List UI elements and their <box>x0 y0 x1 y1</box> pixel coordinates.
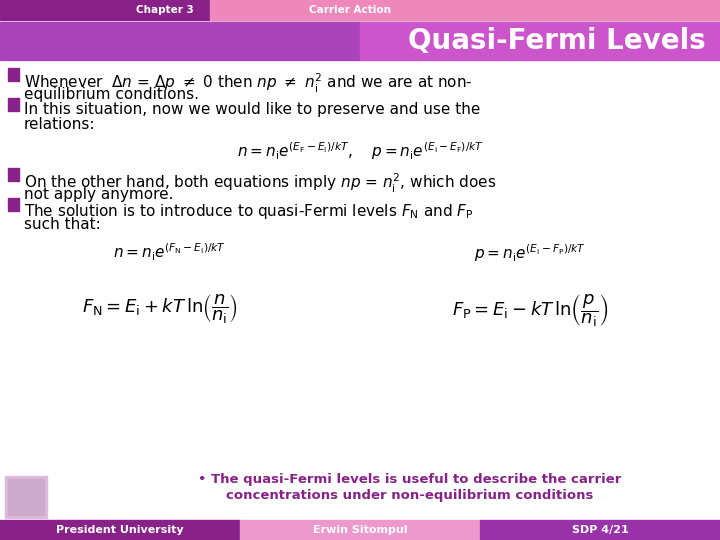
Text: $F_{\rm N} = E_{\rm i} + kT\,\ln\!\left(\dfrac{n}{n_{\rm i}}\right)$: $F_{\rm N} = E_{\rm i} + kT\,\ln\!\left(… <box>82 292 238 325</box>
Bar <box>0 0 720 20</box>
Text: Carrier Action: Carrier Action <box>309 5 391 15</box>
Bar <box>210 0 720 20</box>
Bar <box>8 479 44 515</box>
Text: Chapter 3: Chapter 3 <box>136 5 194 15</box>
Bar <box>240 520 480 540</box>
Text: President University: President University <box>56 525 184 535</box>
Text: • The quasi-Fermi levels is useful to describe the carrier: • The quasi-Fermi levels is useful to de… <box>198 474 621 487</box>
Text: $n = n_{\rm i}e^{(E_{\rm F}-E_{\rm i})/kT}$,    $p = n_{\rm i}e^{(E_{\rm i}-E_{\: $n = n_{\rm i}e^{(E_{\rm F}-E_{\rm i})/k… <box>236 140 484 161</box>
Bar <box>480 520 720 540</box>
Bar <box>8 98 19 111</box>
Bar <box>8 198 19 211</box>
Bar <box>0 520 240 540</box>
Text: equilibrium conditions.: equilibrium conditions. <box>24 87 199 102</box>
Bar <box>8 68 19 81</box>
Text: $p = n_{\rm i}e^{(E_{\rm i}-F_{\rm P})/kT}$: $p = n_{\rm i}e^{(E_{\rm i}-F_{\rm P})/k… <box>474 242 586 264</box>
Text: $n = n_{\rm i}e^{(F_{\rm N}-E_{\rm i})/kT}$: $n = n_{\rm i}e^{(F_{\rm N}-E_{\rm i})/k… <box>114 242 227 264</box>
Text: On the other hand, both equations imply $np$ = $n_{\rm i}^2$, which does: On the other hand, both equations imply … <box>24 172 496 195</box>
Text: relations:: relations: <box>24 117 96 132</box>
Text: Erwin Sitompul: Erwin Sitompul <box>312 525 408 535</box>
Text: SDP 4/21: SDP 4/21 <box>572 525 629 535</box>
Text: not apply anymore.: not apply anymore. <box>24 187 174 202</box>
Text: In this situation, now we would like to preserve and use the: In this situation, now we would like to … <box>24 102 480 117</box>
Bar <box>8 168 19 181</box>
Text: Whenever  $\Delta n$ = $\Delta p$ $\neq$ 0 then $np$ $\neq$ $n_{\rm i}^2$ and we: Whenever $\Delta n$ = $\Delta p$ $\neq$ … <box>24 72 472 95</box>
Bar <box>360 22 720 60</box>
Text: The solution is to introduce to quasi-Fermi levels $F_{\rm N}$ and $F_{\rm P}$: The solution is to introduce to quasi-Fe… <box>24 202 473 221</box>
Text: $F_{\rm P} = E_{\rm i} - kT\,\ln\!\left(\dfrac{p}{n_{\rm i}}\right)$: $F_{\rm P} = E_{\rm i} - kT\,\ln\!\left(… <box>451 292 608 329</box>
Text: concentrations under non-equilibrium conditions: concentrations under non-equilibrium con… <box>226 489 594 503</box>
Text: Quasi-Fermi Levels: Quasi-Fermi Levels <box>408 27 706 55</box>
Bar <box>0 22 360 60</box>
Bar <box>5 476 47 518</box>
Text: such that:: such that: <box>24 217 101 232</box>
